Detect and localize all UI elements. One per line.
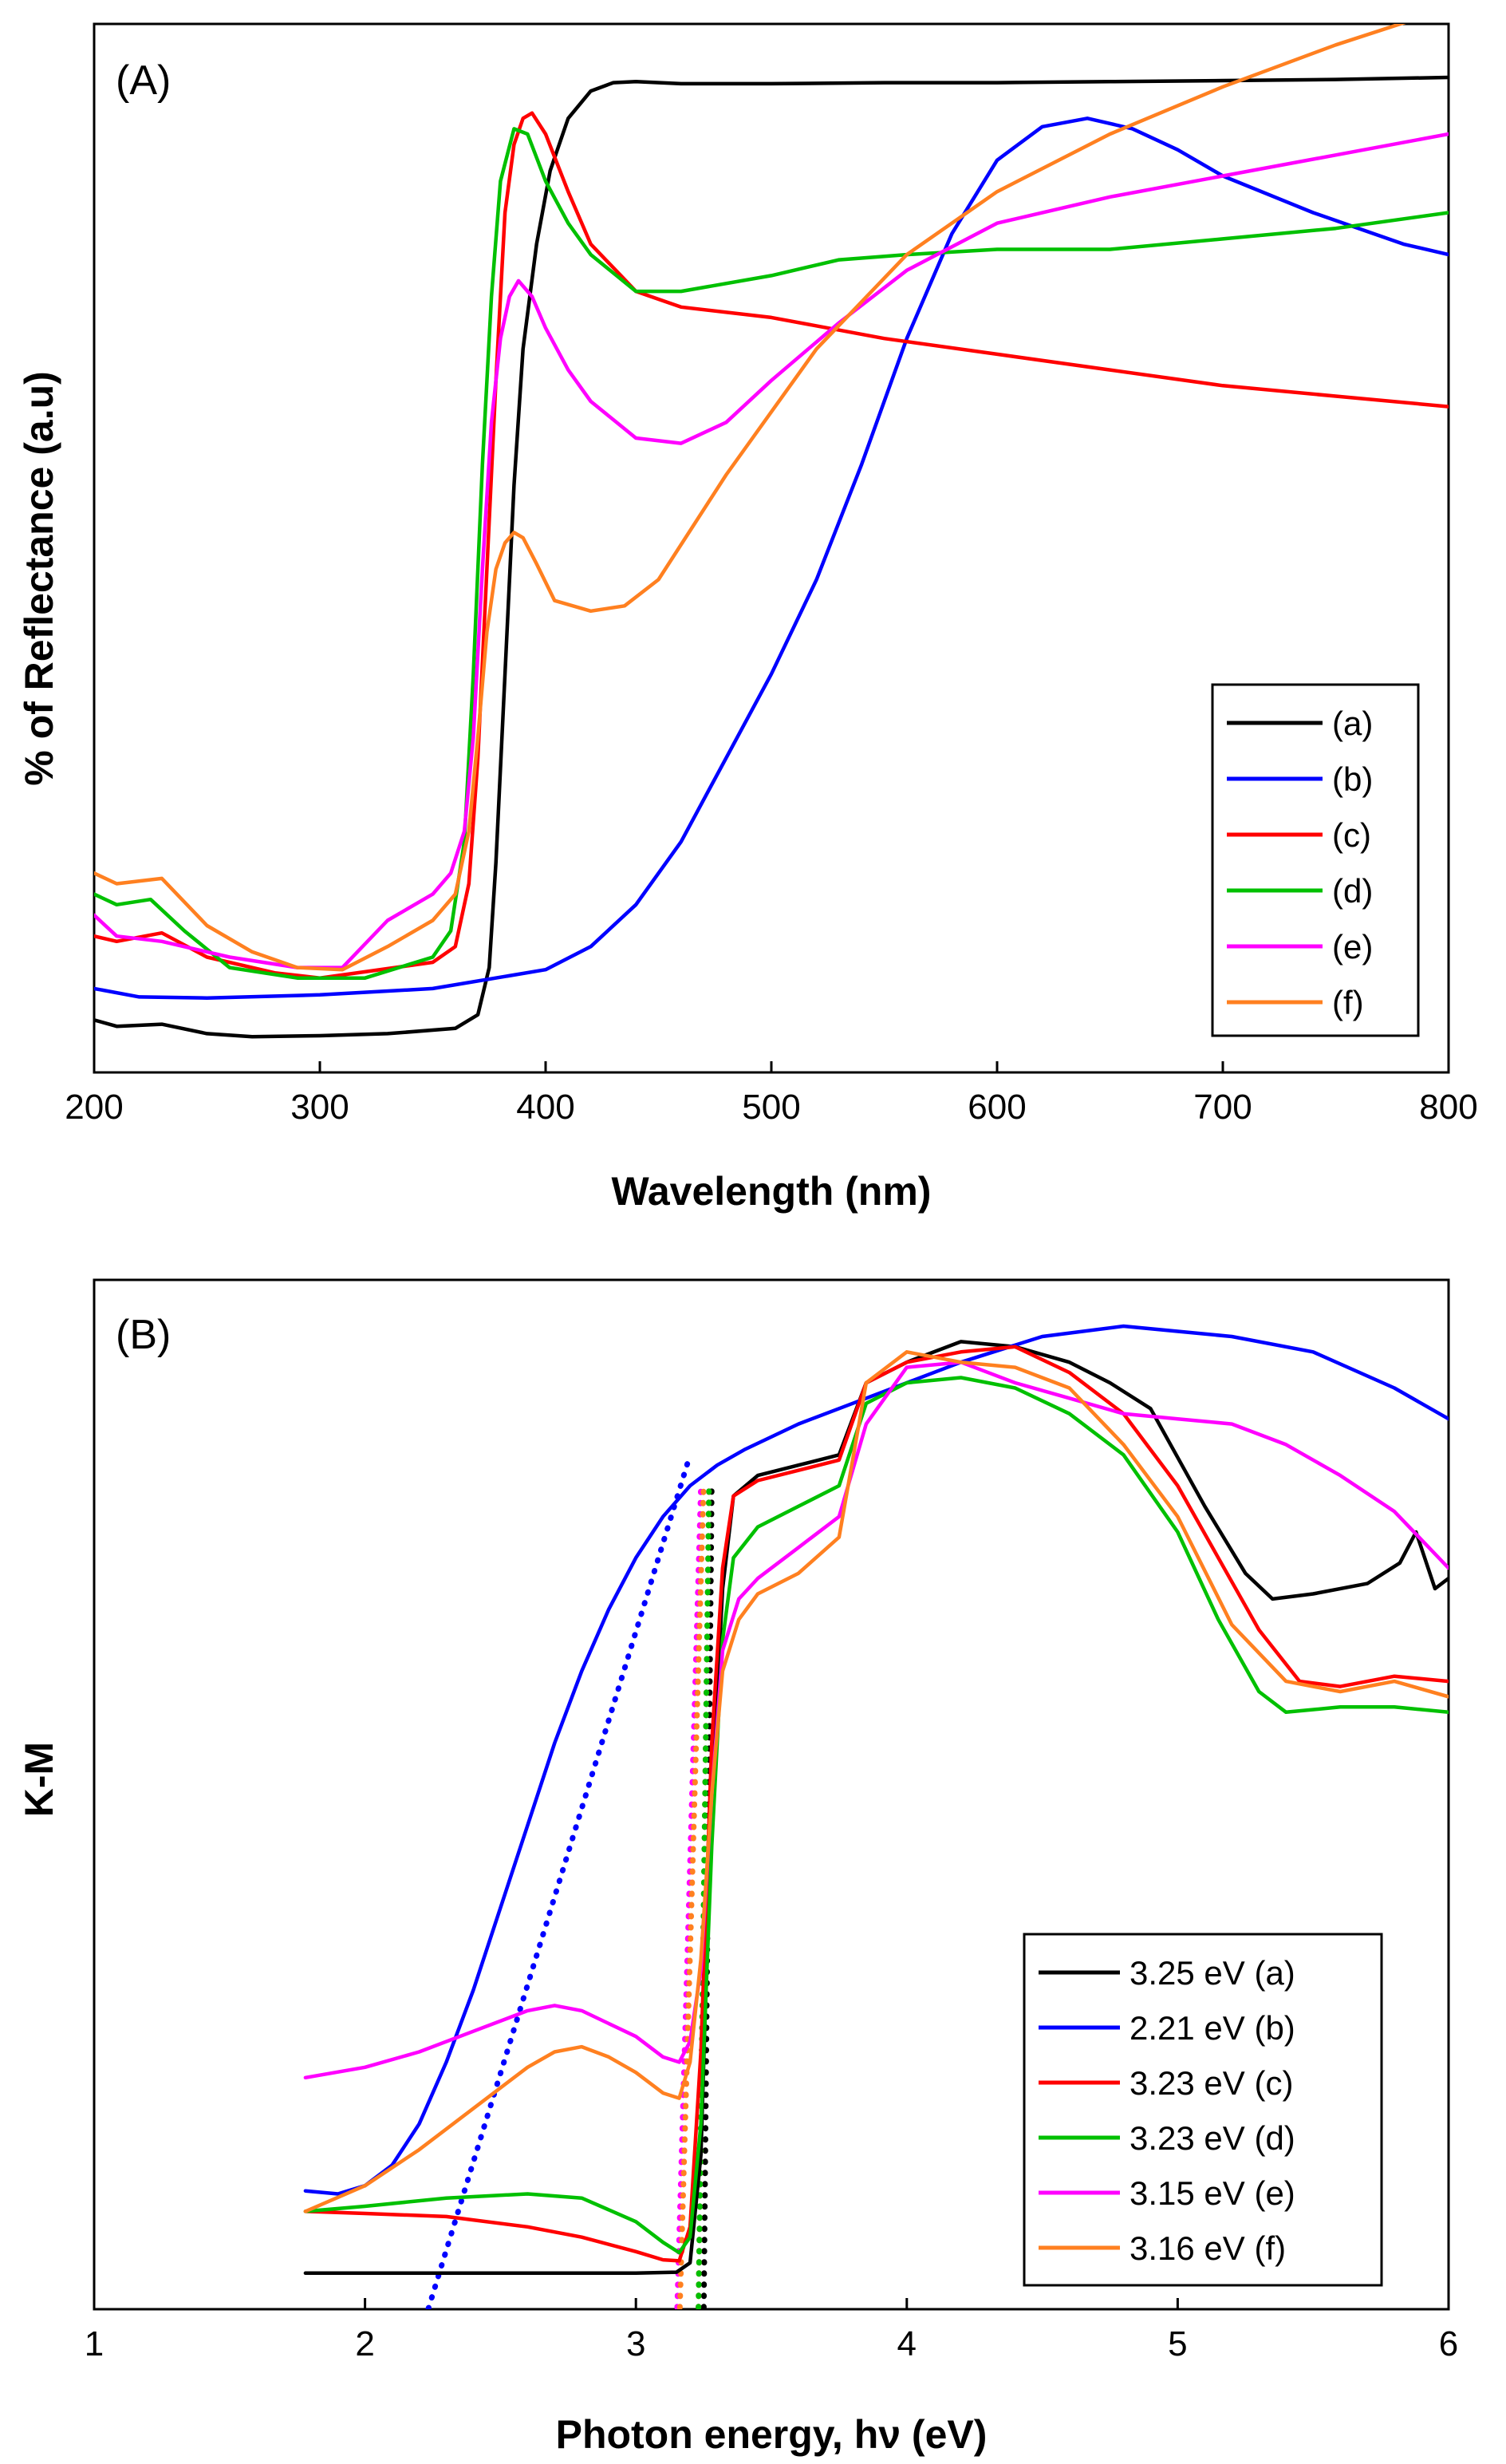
- panel-a-xlabel: Wavelength (nm): [612, 1169, 932, 1214]
- series-line-b: [94, 116, 1449, 1000]
- x-tick-label: 800: [1419, 1088, 1477, 1127]
- x-tick-label: 1: [85, 2324, 104, 2363]
- series-line-f: [94, 24, 1406, 972]
- x-tick-label: 6: [1439, 2324, 1458, 2363]
- x-tick-label: 400: [516, 1088, 574, 1127]
- legend-label-e: (e): [1332, 928, 1373, 965]
- panel-b-xlabel: Photon energy, hν (eV): [556, 2412, 988, 2457]
- x-tick-label: 4: [897, 2324, 917, 2363]
- x-tick-label: 700: [1193, 1088, 1252, 1127]
- panel-a-ylabel: % of Reflectance (a.u): [17, 371, 61, 786]
- panel-b-ylabel: K-M: [17, 1742, 61, 1817]
- x-tick-label: 200: [65, 1088, 123, 1127]
- legend-label-3-23-ev-d: 3.23 eV (d): [1130, 2119, 1295, 2157]
- tangent-line-2-21-ev-b: [425, 1451, 693, 2309]
- series-line-2-21-ev-b: [303, 1324, 1449, 2196]
- legend-label-3-23-ev-c: 3.23 eV (c): [1130, 2064, 1293, 2102]
- panel-a-chart: 200 300 400 500 600 700 800 (A) Wavelength (nm…: [17, 22, 1478, 1214]
- x-tick-label: 600: [968, 1088, 1026, 1127]
- legend-label-3-16-ev-f: 3.16 eV (f): [1130, 2229, 1286, 2267]
- series-line-3-23-ev-d: [303, 1376, 1449, 2255]
- legend-label-a: (a): [1332, 705, 1373, 742]
- series-line-3-16-ev-f: [303, 1350, 1449, 2213]
- series-line-e: [94, 132, 1449, 969]
- legend-label-b: (b): [1332, 760, 1373, 798]
- legend-label-f: (f): [1332, 984, 1364, 1021]
- x-tick-label: 3: [626, 2324, 645, 2363]
- legend-label-3-15-ev-e: 3.15 eV (e): [1130, 2174, 1295, 2212]
- x-tick-label: 500: [742, 1088, 800, 1127]
- legend-label-3-25-ev-a: 3.25 eV (a): [1130, 1954, 1295, 1992]
- panel-a-legend: (a) (b) (c) (d) (e) (f): [1211, 683, 1420, 1037]
- series-line-3-15-ev-e: [303, 1360, 1449, 2080]
- tangent-line-3-16-ev-f: [676, 1483, 707, 2309]
- legend-label-c: (c): [1332, 816, 1371, 854]
- panel-b-label: (B): [116, 1312, 171, 1358]
- series-line-3-23-ev-c: [303, 1345, 1449, 2263]
- legend-label-d: (d): [1332, 872, 1373, 910]
- panel-b-legend: 3.25 eV (a) 2.21 eV (b) 3.23 eV (c) 3.23 eV…: [1023, 1933, 1383, 2287]
- x-tick-label: 2: [355, 2324, 374, 2363]
- panel-b-chart: 1 2 3 4 5 6 (B) Photon energy, hν (eV) K-M 3.…: [17, 1278, 1458, 2457]
- legend-box: [1023, 1933, 1383, 2287]
- x-tick-label: 300: [290, 1088, 349, 1127]
- panel-a-label: (A): [116, 57, 171, 104]
- legend-box: [1211, 683, 1420, 1037]
- legend-label-2-21-ev-b: 2.21 eV (b): [1130, 2009, 1295, 2047]
- x-tick-label: 5: [1168, 2324, 1187, 2363]
